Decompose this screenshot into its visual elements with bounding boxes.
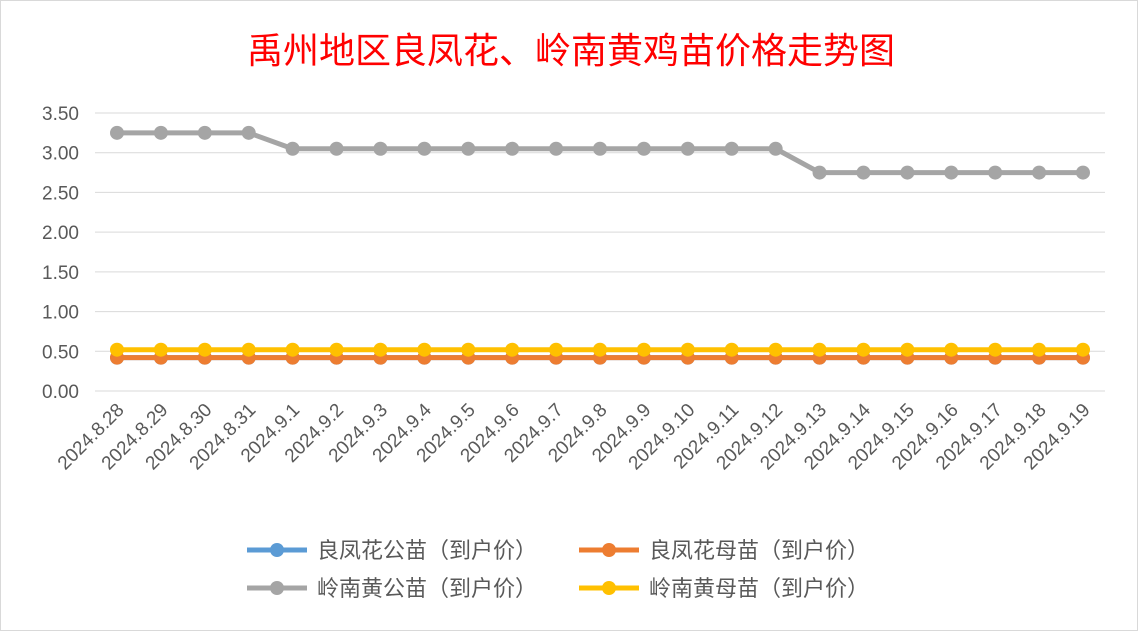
series-3: [110, 342, 1090, 357]
data-point: [549, 141, 564, 156]
data-point: [856, 165, 871, 180]
y-tick-label: 2.50: [42, 183, 79, 204]
data-point: [110, 125, 124, 140]
data-point: [988, 165, 1003, 180]
data-point: [417, 141, 432, 156]
data-point: [680, 342, 695, 357]
y-tick-label: 1.50: [42, 263, 79, 284]
x-axis-ticks: 2024.8.282024.8.292024.8.302024.8.312024…: [54, 399, 1095, 474]
legend-marker: [602, 543, 616, 557]
data-point: [197, 342, 212, 357]
legend: 良凤花公苗（到户价） 良凤花母苗（到户价） 岭南黄公苗（到户价） 岭南黄母苗（到户价）: [247, 539, 869, 602]
data-point: [988, 342, 1003, 357]
legend-label: 岭南黄母苗（到户价）: [649, 577, 869, 602]
legend-marker: [602, 581, 616, 595]
data-point: [1032, 165, 1047, 180]
data-point: [373, 141, 388, 156]
legend-item: 良凤花公苗（到户价）: [247, 539, 537, 564]
y-tick-label: 1.00: [42, 303, 79, 324]
legend-item: 岭南黄母苗（到户价）: [579, 577, 869, 602]
data-point: [1076, 342, 1090, 357]
data-point: [1032, 342, 1047, 357]
y-tick-label: 3.50: [42, 104, 79, 125]
data-point: [241, 342, 256, 357]
data-point: [724, 141, 739, 156]
legend-label: 良凤花公苗（到户价）: [317, 539, 537, 564]
data-point: [329, 141, 344, 156]
data-point: [680, 141, 695, 156]
data-point: [724, 342, 739, 357]
data-point: [900, 165, 915, 180]
data-point: [549, 342, 564, 357]
data-point: [373, 342, 388, 357]
data-point: [329, 342, 344, 357]
data-point: [241, 125, 256, 140]
data-point: [900, 342, 915, 357]
series-layer: [110, 125, 1090, 365]
legend-label: 岭南黄公苗（到户价）: [317, 577, 537, 602]
chart-title: 禹州地区良凤花、岭南黄鸡苗价格走势图: [247, 31, 895, 72]
data-point: [593, 342, 607, 357]
data-point: [856, 342, 871, 357]
data-point: [812, 342, 827, 357]
data-point: [461, 141, 476, 156]
data-point: [768, 141, 783, 156]
data-point: [593, 141, 607, 156]
data-point: [944, 165, 959, 180]
data-point: [461, 342, 476, 357]
data-point: [505, 342, 520, 357]
legend-marker: [270, 581, 284, 595]
series-2: [110, 125, 1090, 180]
data-point: [636, 342, 651, 357]
data-point: [285, 342, 300, 357]
data-point: [417, 342, 432, 357]
y-tick-label: 3.00: [42, 144, 79, 165]
data-point: [1076, 165, 1090, 180]
data-point: [197, 125, 212, 140]
y-tick-label: 0.50: [42, 342, 79, 363]
data-point: [110, 342, 124, 357]
data-point: [505, 141, 520, 156]
data-point: [944, 342, 959, 357]
data-point: [285, 141, 300, 156]
y-tick-label: 0.00: [42, 382, 79, 403]
legend-label: 良凤花母苗（到户价）: [649, 539, 869, 564]
y-tick-label: 2.00: [42, 223, 79, 244]
y-axis-ticks: 0.00 0.50 1.00 1.50 2.00 2.50 3.00 3.50: [42, 104, 79, 403]
legend-marker: [270, 543, 284, 557]
legend-item: 岭南黄公苗（到户价）: [247, 577, 537, 602]
data-point: [153, 125, 168, 140]
data-point: [812, 165, 827, 180]
data-point: [636, 141, 651, 156]
data-point: [768, 342, 783, 357]
legend-item: 良凤花母苗（到户价）: [579, 539, 869, 564]
data-point: [153, 342, 168, 357]
